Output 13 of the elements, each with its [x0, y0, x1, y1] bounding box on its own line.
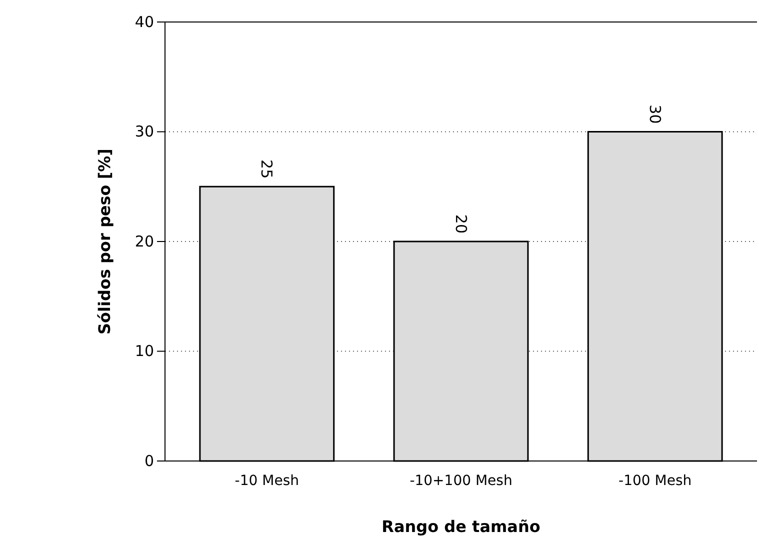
y-tick-label: 30	[134, 122, 154, 141]
x-tick-label: -10 Mesh	[234, 472, 299, 489]
x-tick-label: -10+100 Mesh	[410, 472, 512, 489]
y-tick-label: 40	[134, 12, 154, 31]
data-label: 20	[452, 214, 470, 234]
y-axis-title: Sólidos por peso [%]	[95, 148, 114, 334]
x-axis-title: Rango de tamaño	[382, 517, 540, 536]
y-tick-label: 10	[134, 342, 154, 360]
data-label: 30	[646, 104, 664, 124]
y-tick-label: 0	[144, 452, 154, 470]
x-tick-label: -100 Mesh	[618, 472, 692, 489]
data-label: 25	[258, 160, 276, 179]
y-tick-label: 20	[134, 232, 154, 250]
